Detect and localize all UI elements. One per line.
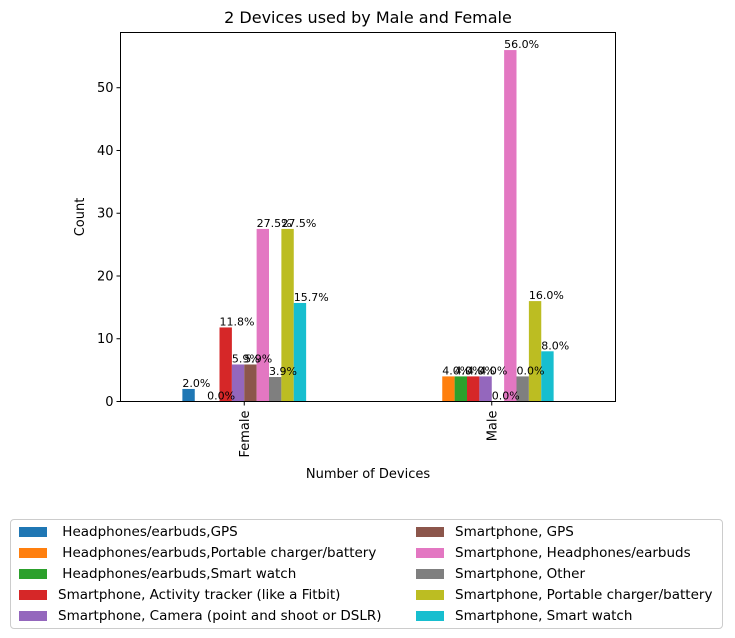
bar [269, 377, 282, 402]
bar [231, 364, 245, 402]
data-label: 4.0% [455, 364, 483, 377]
data-label: 8.0% [541, 339, 569, 352]
legend-swatch [416, 569, 444, 579]
data-label: 5.9% [244, 352, 272, 365]
y-tick-label: 0 [105, 395, 113, 410]
x-tick-label: Male [485, 411, 500, 442]
legend-swatch [19, 569, 47, 579]
legend-label: Headphones/earbuds,Smart watch [58, 566, 297, 582]
bar [516, 376, 529, 402]
bar [182, 388, 195, 402]
bar [244, 364, 257, 402]
y-tick-label: 30 [97, 207, 114, 222]
legend-item: Smartphone, Headphones/earbuds [416, 543, 691, 563]
y-tick-label: 50 [97, 81, 114, 96]
legend-item: Headphones/earbuds,Smart watch [19, 564, 296, 584]
y-axis-label: Count [73, 198, 88, 237]
data-label: 56.0% [504, 38, 539, 51]
data-label: 11.8% [220, 315, 255, 328]
legend-label: Headphones/earbuds,GPS [58, 524, 238, 540]
legend-label: Smartphone, Smart watch [455, 608, 633, 624]
data-label: 16.0% [529, 289, 564, 302]
data-label: 15.7% [294, 291, 329, 304]
bar [467, 376, 480, 402]
x-axis: Female Male [238, 401, 500, 458]
legend-label: Smartphone, Portable charger/battery [455, 587, 713, 603]
y-axis: 0 10 20 30 40 50 [97, 81, 121, 410]
legend-swatch [416, 527, 444, 537]
data-label: 4.0% [442, 364, 470, 377]
chart-title: 2 Devices used by Male and Female [224, 8, 512, 27]
bar [293, 302, 307, 402]
data-label: 27.5% [257, 217, 292, 230]
y-tick-label: 40 [97, 144, 114, 159]
data-label: 2.0% [182, 377, 210, 390]
legend-item: Smartphone, GPS [416, 522, 574, 542]
bar [479, 376, 492, 402]
legend-label: Smartphone, Headphones/earbuds [455, 545, 691, 561]
data-labels-layer: 2.0%0.0%11.8%5.9%5.9%27.5%3.9%27.5%15.7%… [182, 38, 569, 402]
data-label: 0.0% [207, 390, 235, 403]
x-axis-label: Number of Devices [306, 467, 430, 482]
legend-item: Smartphone, Other [416, 564, 585, 584]
data-label: 4.0% [467, 364, 495, 377]
data-label: 0.0% [517, 364, 545, 377]
bar [541, 351, 554, 402]
legend-label: Headphones/earbuds,Portable charger/batt… [58, 545, 377, 561]
x-tick-label: Female [238, 411, 253, 458]
bar [528, 301, 542, 402]
legend-item: Smartphone, Camera (point and shoot or D… [19, 606, 382, 626]
legend-item: Smartphone, Activity tracker (like a Fit… [19, 585, 340, 605]
legend-label: Smartphone, Camera (point and shoot or D… [58, 608, 382, 624]
bar [442, 376, 455, 402]
legend-item: Smartphone, Portable charger/battery [416, 585, 712, 605]
y-tick-label: 20 [97, 269, 114, 284]
data-label: 3.9% [269, 365, 297, 378]
legend-swatch [19, 590, 47, 600]
legend-swatch [416, 590, 444, 600]
bar [256, 228, 270, 402]
legend-swatch [416, 611, 444, 621]
bar [504, 50, 517, 402]
legend-item: Smartphone, Smart watch [416, 606, 632, 626]
legend-label: Smartphone, GPS [455, 524, 574, 540]
data-label: 0.0% [492, 390, 520, 403]
legend-swatch [19, 527, 47, 537]
legend-label: Smartphone, Activity tracker (like a Fit… [58, 587, 341, 603]
plot-frame [120, 32, 616, 402]
bars-layer [182, 50, 554, 402]
legend-item: Headphones/earbuds,Portable charger/batt… [19, 543, 376, 563]
legend-swatch [19, 611, 47, 621]
bar [454, 376, 468, 402]
bar [219, 327, 232, 402]
legend-swatch [19, 548, 47, 558]
y-tick-label: 10 [97, 332, 114, 347]
data-label: 5.9% [232, 352, 260, 365]
legend-swatch [416, 548, 444, 558]
legend: Headphones/earbuds,GPS Headphones/earbud… [10, 519, 723, 629]
bar [281, 228, 294, 402]
legend-item: Headphones/earbuds,GPS [19, 522, 238, 542]
data-label: 27.5% [281, 217, 316, 230]
legend-label: Smartphone, Other [455, 566, 585, 582]
data-label: 4.0% [479, 364, 507, 377]
